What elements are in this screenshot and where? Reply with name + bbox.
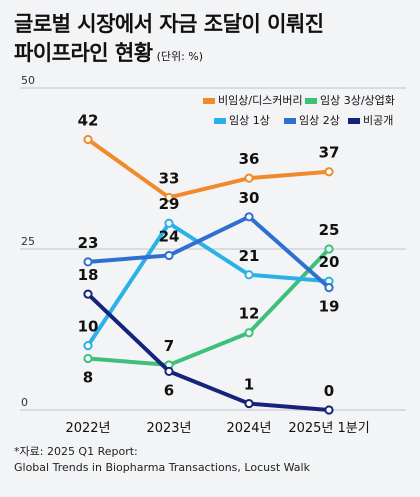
data-label: 10 (78, 318, 99, 336)
data-point (324, 244, 334, 254)
data-point (324, 283, 334, 293)
legend-swatch (203, 98, 215, 104)
y-tick-label: 0 (21, 396, 28, 409)
data-label: 42 (78, 112, 99, 130)
data-point (244, 398, 254, 409)
x-tick-label: 2022년 (65, 421, 110, 436)
x-tick-label: 2025년 1분기 (288, 421, 369, 436)
data-point (83, 341, 93, 351)
data-label: 25 (319, 221, 340, 239)
series-line (86, 221, 331, 348)
data-point (324, 167, 334, 177)
data-point (244, 173, 254, 183)
source-note: *자료: 2025 Q1 Report: Global Trends in Bi… (14, 444, 310, 476)
data-label: 36 (239, 150, 260, 168)
data-point (164, 192, 174, 203)
data-label: 23 (78, 234, 99, 252)
data-point (244, 270, 254, 280)
y-tick-label: 25 (21, 235, 35, 248)
unit-label: (단위: %) (156, 50, 204, 63)
data-point (83, 134, 93, 145)
data-label: 6 (164, 381, 174, 399)
data-point (164, 218, 174, 228)
y-tick-label: 50 (21, 74, 35, 87)
x-tick-label: 2023년 (146, 421, 191, 436)
data-label: 12 (239, 305, 260, 323)
data-label: 37 (319, 144, 340, 162)
data-label: 19 (319, 298, 340, 316)
source-line-2: Global Trends in Biopharma Transactions,… (14, 461, 310, 474)
series-line (86, 137, 331, 200)
data-label: 20 (319, 253, 340, 271)
source-line-1: *자료: 2025 Q1 Report: (14, 445, 138, 458)
data-label: 7 (164, 337, 174, 355)
legend-label: 임상 1상 (229, 114, 270, 127)
data-label: 1 (244, 376, 254, 394)
data-point (244, 328, 254, 338)
series-line (86, 247, 331, 367)
legend-label: 임상 2상 (299, 114, 340, 127)
title-line-1: 글로벌 시장에서 자금 조달이 이뤄진 (14, 12, 324, 36)
data-point (244, 212, 254, 222)
title-line-2: 파이프라인 현황 (14, 41, 153, 65)
x-tick-label: 2024년 (226, 421, 271, 436)
legend-label: 비임상/디스커버리 (218, 94, 303, 107)
legend-swatch (348, 118, 360, 124)
data-point (164, 250, 174, 261)
legend-swatch (284, 118, 296, 124)
data-label: 30 (239, 189, 260, 207)
data-label: 8 (83, 368, 93, 386)
data-point (83, 257, 93, 267)
data-point (164, 366, 174, 376)
data-label: 21 (239, 247, 260, 265)
series-line (86, 214, 331, 290)
legend-label: 임상 3상/상업화 (320, 94, 395, 107)
data-point (83, 289, 93, 299)
data-label: 24 (159, 227, 180, 245)
data-label: 18 (78, 266, 99, 284)
data-label: 0 (324, 382, 334, 400)
legend-swatch (214, 118, 226, 124)
chart-title: 글로벌 시장에서 자금 조달이 이뤄진 파이프라인 현황 (단위: %) (14, 10, 324, 71)
series-line (86, 292, 331, 412)
data-label: 33 (159, 169, 180, 187)
legend-swatch (305, 98, 317, 104)
data-point (83, 353, 93, 364)
legend-label: 비공개 (363, 114, 393, 127)
data-point (324, 405, 334, 415)
data-label: 29 (159, 195, 180, 213)
